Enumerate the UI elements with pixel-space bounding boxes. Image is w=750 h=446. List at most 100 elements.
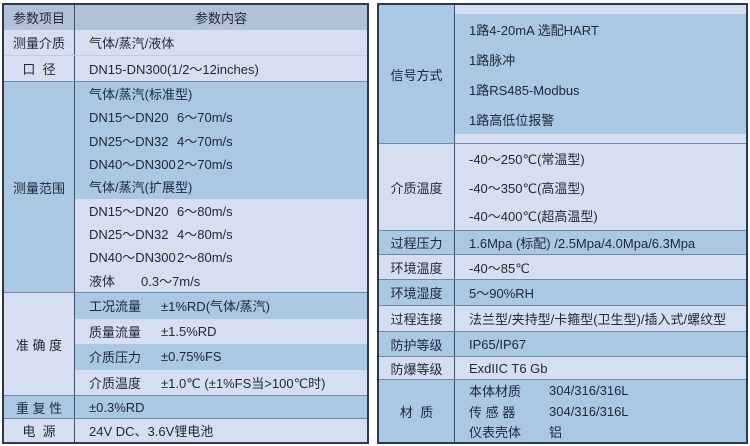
- param-section: 电 源 24V DC、3.6V锂电池: [4, 418, 367, 442]
- param-section: 信号方式 1路4-20mA 选配HART 1路脉冲 1路RS485-Modbus 1路高…: [379, 5, 746, 143]
- param-value-row: 1路高低位报警: [455, 104, 746, 134]
- param-values: 本体材质 304/316/316L 传 感 器 304/316/316L 仪表壳体 铝: [455, 380, 746, 442]
- value-text: 1路脉冲: [469, 52, 516, 68]
- param-section: 重 复 性 ±0.3%RD: [4, 395, 367, 418]
- value-part-2: 4～70m/s: [177, 133, 233, 149]
- value-part-2: 304/316/316L: [549, 382, 629, 398]
- value-part-1: DN25～DN32: [89, 227, 169, 243]
- param-label: 防爆等级: [379, 357, 455, 379]
- value-text: 气体/蒸汽(扩展型): [89, 180, 193, 196]
- value-text: DN15-DN300(1/2～12inches): [89, 62, 259, 77]
- value-text: ExdIIC T6 Gb: [469, 360, 548, 376]
- parameters-table-right: 信号方式 1路4-20mA 选配HART 1路脉冲 1路RS485-Modbus 1路高…: [377, 3, 748, 444]
- param-value-row: 1路RS485-Modbus: [455, 74, 746, 104]
- param-values: DN15-DN300(1/2～12inches): [75, 56, 367, 81]
- param-value-row: -40～250℃(常温型): [455, 144, 746, 173]
- value-text: 法兰型/夹持型/卡箍型(卫生型)/插入式/螺纹型: [469, 312, 727, 327]
- param-values: 24V DC、3.6V锂电池: [75, 419, 367, 442]
- value-text: 1.6Mpa (标配) /2.5Mpa/4.0Mpa/6.3Mpa: [469, 236, 696, 251]
- value-text: 1路RS485-Modbus: [469, 82, 580, 98]
- value-text: -40～85℃: [469, 260, 530, 276]
- param-values: 1.6Mpa (标配) /2.5Mpa/4.0Mpa/6.3Mpa: [455, 231, 746, 254]
- param-value-row: -40～85℃: [455, 255, 746, 279]
- value-part-1: 仪表壳体: [469, 425, 522, 441]
- param-value-row: 本体材质 304/316/316L: [455, 380, 746, 401]
- value-part-1: DN15～DN20: [89, 203, 169, 219]
- value-part-2: 铝: [549, 425, 563, 441]
- param-label: 环境湿度: [379, 280, 455, 305]
- param-value-row: 气体/蒸汽(扩展型): [75, 175, 367, 199]
- param-value-row: 气体/蒸汽/液体: [75, 30, 367, 55]
- value-text: 1路4-20mA 选配HART: [469, 22, 599, 38]
- param-label: 信号方式: [379, 5, 455, 143]
- param-section: 过程压力 1.6Mpa (标配) /2.5Mpa/4.0Mpa/6.3Mpa: [379, 230, 746, 254]
- param-value-row: 24V DC、3.6V锂电池: [75, 419, 367, 442]
- param-label: 重 复 性: [4, 396, 75, 418]
- param-value-row: 1路4-20mA 选配HART: [455, 14, 746, 44]
- param-values: 气体/蒸汽/液体: [75, 30, 367, 55]
- param-values: -40～250℃(常温型) -40～350℃(高温型) -40～400℃(超高温型): [455, 144, 746, 230]
- value-part-1: 工况流量: [89, 299, 142, 315]
- value-part-2: 2～80m/s: [177, 250, 233, 266]
- value-part-1: 介质温度: [89, 375, 142, 391]
- param-value-row: ExdIIC T6 Gb: [455, 357, 746, 379]
- param-section: 口 径 DN15-DN300(1/2～12inches): [4, 55, 367, 81]
- value-part-2: 2～70m/s: [177, 157, 233, 173]
- param-value-row: 传 感 器 304/316/316L: [455, 400, 746, 422]
- value-text: 液体 0.3～7m/s: [89, 273, 201, 289]
- param-section: 测量范围 气体/蒸汽(标准型) DN15～DN20 6～70m/s DN25～DN32 4…: [4, 81, 367, 292]
- param-values: 法兰型/夹持型/卡箍型(卫生型)/插入式/螺纹型: [455, 306, 746, 331]
- table-header-row: 参数项目 参数内容: [4, 5, 367, 30]
- value-part-2: ±1.5%RD: [161, 323, 217, 339]
- value-text: 5～90%RH: [469, 286, 535, 301]
- param-value-row: -40～350℃(高温型): [455, 172, 746, 202]
- param-values: 1路4-20mA 选配HART 1路脉冲 1路RS485-Modbus 1路高低位报警: [455, 5, 746, 143]
- param-value-row: 仪表壳体 铝: [455, 421, 746, 442]
- param-section: 防护等级 IP65/IP67: [379, 331, 746, 356]
- param-section: 过程连接 法兰型/夹持型/卡箍型(卫生型)/插入式/螺纹型: [379, 305, 746, 331]
- value-part-1: DN15～DN20: [89, 110, 169, 126]
- param-value-row: 5～90%RH: [455, 280, 746, 305]
- value-part-2: 6～70m/s: [177, 110, 233, 126]
- parameters-table-left: 参数项目 参数内容 测量介质 气体/蒸汽/液体口 径 DN15-DN300(1/2～12…: [2, 3, 369, 444]
- param-value-row: DN40～DN300 2～70m/s: [75, 151, 367, 176]
- value-part-2: ±1%RD(气体/蒸汽): [161, 299, 270, 315]
- param-value-row: 介质温度 ±1.0℃ (±1%FS当>100℃时): [75, 369, 367, 395]
- param-values: ±0.3%RD: [75, 396, 367, 418]
- value-part-1: 质量流量: [89, 324, 142, 340]
- param-value-row: -40～400℃(超高温型): [455, 201, 746, 230]
- value-part-1: DN25～DN32: [89, 133, 169, 149]
- param-values: -40～85℃: [455, 255, 746, 279]
- param-section: 环境湿度 5～90%RH: [379, 279, 746, 305]
- param-value-row: DN25～DN32 4～80m/s: [75, 221, 367, 246]
- param-label: 过程压力: [379, 231, 455, 254]
- param-value-row: 1路脉冲: [455, 44, 746, 74]
- value-part-1: DN40～DN300: [89, 157, 176, 173]
- param-value-row: ±0.3%RD: [75, 396, 367, 418]
- param-value-row: DN15～DN20 6～80m/s: [75, 198, 367, 222]
- value-part-1: DN40～DN300: [89, 250, 176, 266]
- param-section: 材 质本体材质 304/316/316L 传 感 器 304/316/316L 仪表壳体…: [379, 379, 746, 442]
- value-text: 24V DC、3.6V锂电池: [89, 424, 214, 439]
- value-part-2: 304/316/316L: [549, 403, 629, 419]
- param-value-row: IP65/IP67: [455, 332, 746, 356]
- value-part-2: ±1.0℃ (±1%FS当>100℃时): [161, 375, 326, 391]
- value-text: 气体/蒸汽/液体: [89, 36, 175, 51]
- value-text: 1路高低位报警: [469, 112, 555, 128]
- param-label: 材 质: [379, 380, 455, 442]
- param-label: 口 径: [4, 56, 75, 81]
- param-values: IP65/IP67: [455, 332, 746, 356]
- param-value-row: 介质压力 ±0.75%FS: [75, 344, 367, 370]
- value-part-2: 4～80m/s: [177, 227, 233, 243]
- param-section: 环境温度 -40～85℃: [379, 254, 746, 279]
- param-label: 测量介质: [4, 30, 75, 55]
- value-text: 气体/蒸汽(标准型): [89, 87, 193, 103]
- param-values: 5～90%RH: [455, 280, 746, 305]
- param-section: 介质温度 -40～250℃(常温型) -40～350℃(高温型) -40～400℃(超…: [379, 143, 746, 230]
- param-label: 测量范围: [4, 82, 75, 292]
- param-section: 测量介质 气体/蒸汽/液体: [4, 30, 367, 55]
- value-part-1: 传 感 器: [469, 404, 516, 420]
- param-value-row: 法兰型/夹持型/卡箍型(卫生型)/插入式/螺纹型: [455, 306, 746, 331]
- param-value-row: DN40～DN300 2～80m/s: [75, 245, 367, 269]
